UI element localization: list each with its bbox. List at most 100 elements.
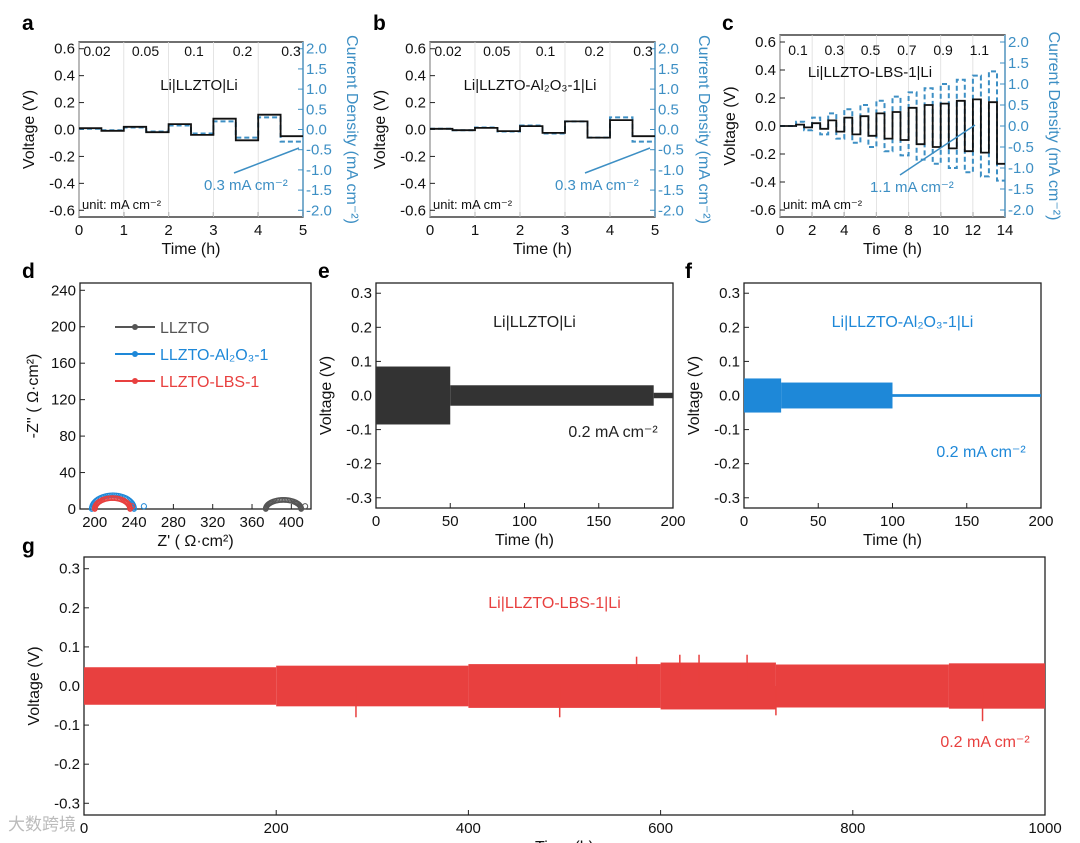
- x-tick-label: 200: [82, 514, 107, 531]
- y-tick-label: -0.4: [49, 175, 75, 192]
- y-tick-label: -0.4: [750, 174, 776, 191]
- y2-tick-label: 2.0: [658, 41, 679, 58]
- voltage-band: [468, 664, 661, 708]
- eis-point: [140, 503, 147, 510]
- current-step-label: 0.2: [585, 43, 605, 59]
- y-tick-label: 0.2: [405, 95, 426, 112]
- legend-entry: LLZTO-LBS-1: [160, 374, 259, 391]
- y-tick-label: 0.1: [351, 353, 372, 370]
- x-axis-label: Time (h): [495, 532, 554, 549]
- legend-marker: [132, 351, 138, 357]
- y2-tick-label: -1.5: [1008, 181, 1034, 198]
- unit-note: unit: mA cm⁻²: [433, 197, 513, 212]
- y-tick-label: 0.2: [719, 319, 740, 336]
- voltage-band: [781, 382, 893, 409]
- y-tick-label: -0.2: [54, 756, 80, 773]
- x-tick-label: 3: [209, 222, 217, 239]
- current-step-label: 0.3: [633, 43, 653, 59]
- x-tick-label: 1: [120, 222, 128, 239]
- current-step-label: 1.1: [970, 42, 990, 58]
- y-tick-label: 40: [59, 465, 76, 482]
- y-axis-label: Voltage (V): [26, 646, 43, 725]
- current-step-label: 0.1: [536, 43, 556, 59]
- cell-label: Li|LLZTO-LBS-1|Li: [488, 595, 621, 612]
- y-tick-label: -0.1: [346, 422, 372, 439]
- y2-tick-label: -0.5: [306, 142, 332, 159]
- x-tick-label: 10: [932, 222, 949, 239]
- annotation-arrow: [899, 124, 976, 176]
- cell-label: Li|LLZTO|Li: [160, 77, 238, 94]
- y2-tick-label: 0.5: [1008, 97, 1029, 114]
- y-tick-label: 0.1: [719, 353, 740, 370]
- voltage-band: [84, 667, 277, 705]
- y-axis-label: Voltage (V): [372, 90, 389, 169]
- annotation-label: 0.3 mA cm⁻²: [555, 177, 639, 194]
- x-tick-label: 0: [372, 513, 380, 530]
- panel-c: c: [722, 12, 1006, 218]
- annotation-label: 1.1 mA cm⁻²: [870, 179, 954, 196]
- cell-label: Li|LLZTO-Al₂O₃-1|Li: [464, 77, 597, 94]
- voltage-band: [276, 665, 469, 707]
- eis-point: [302, 503, 309, 510]
- x-tick-label: 1000: [1028, 820, 1061, 837]
- unit-note: unit: mA cm⁻²: [783, 197, 863, 212]
- y-tick-label: 0.0: [351, 388, 372, 405]
- plot-frame: [79, 282, 312, 510]
- panel-a: a: [22, 12, 304, 218]
- current-step-label: 0.9: [933, 42, 953, 58]
- y2-axis-label: Current Density (mA cm⁻²): [1045, 32, 1062, 221]
- panel-label: d: [22, 260, 35, 283]
- y2-tick-label: 2.0: [1008, 34, 1029, 51]
- y-tick-label: 0.0: [54, 122, 75, 139]
- x-tick-label: 4: [254, 222, 262, 239]
- voltage-series: [430, 119, 655, 139]
- y-axis-label: Voltage (V): [21, 90, 38, 169]
- x-tick-label: 360: [240, 514, 265, 531]
- y-tick-label: -0.4: [400, 175, 426, 192]
- y2-tick-label: 1.5: [658, 61, 679, 78]
- y-tick-label: -0.6: [49, 202, 75, 219]
- y-tick-label: 0.3: [719, 285, 740, 302]
- y-tick-label: 0: [68, 501, 76, 518]
- y-tick-label: -0.2: [714, 456, 740, 473]
- y-tick-label: 160: [51, 355, 76, 372]
- y2-axis-label: Current Density (mA cm⁻²): [695, 35, 712, 224]
- current-density-series: [780, 70, 1005, 182]
- y2-tick-label: 0.5: [306, 101, 327, 118]
- x-tick-label: 0: [75, 222, 83, 239]
- y-tick-label: 0.3: [351, 285, 372, 302]
- y-tick-label: 240: [51, 282, 76, 299]
- y-tick-label: 80: [59, 428, 76, 445]
- x-tick-label: 400: [456, 820, 481, 837]
- current-step-label: 0.1: [184, 43, 204, 59]
- y-tick-label: -0.2: [750, 146, 776, 163]
- x-tick-label: 3: [561, 222, 569, 239]
- y2-tick-label: -2.0: [306, 202, 332, 219]
- y-tick-label: 0.0: [719, 388, 740, 405]
- y2-tick-label: -0.5: [1008, 139, 1034, 156]
- x-tick-label: 4: [606, 222, 614, 239]
- panel-label: g: [22, 535, 35, 558]
- y2-tick-label: 0.0: [1008, 118, 1029, 135]
- y2-tick-label: -1.0: [658, 162, 684, 179]
- x-axis-label: Time (h): [162, 241, 221, 258]
- y2-tick-label: 1.0: [658, 81, 679, 98]
- current-step-label: 0.05: [132, 43, 159, 59]
- x-tick-label: 6: [872, 222, 880, 239]
- eis-point: [128, 503, 136, 510]
- voltage-band: [450, 385, 654, 406]
- y-tick-label: 0.0: [59, 678, 80, 695]
- x-tick-label: 2: [516, 222, 524, 239]
- x-tick-label: 50: [810, 513, 827, 530]
- y2-tick-label: 0.0: [306, 122, 327, 139]
- annotation-arrow: [233, 147, 300, 174]
- current-step-label: 0.7: [897, 42, 917, 58]
- x-tick-label: 0: [740, 513, 748, 530]
- y2-tick-label: 0.5: [658, 101, 679, 118]
- x-tick-label: 12: [965, 222, 982, 239]
- x-tick-label: 200: [1028, 513, 1053, 530]
- voltage-band: [775, 664, 949, 708]
- x-tick-label: 240: [122, 514, 147, 531]
- voltage-series: [79, 113, 303, 142]
- annotation-arrow: [584, 147, 651, 174]
